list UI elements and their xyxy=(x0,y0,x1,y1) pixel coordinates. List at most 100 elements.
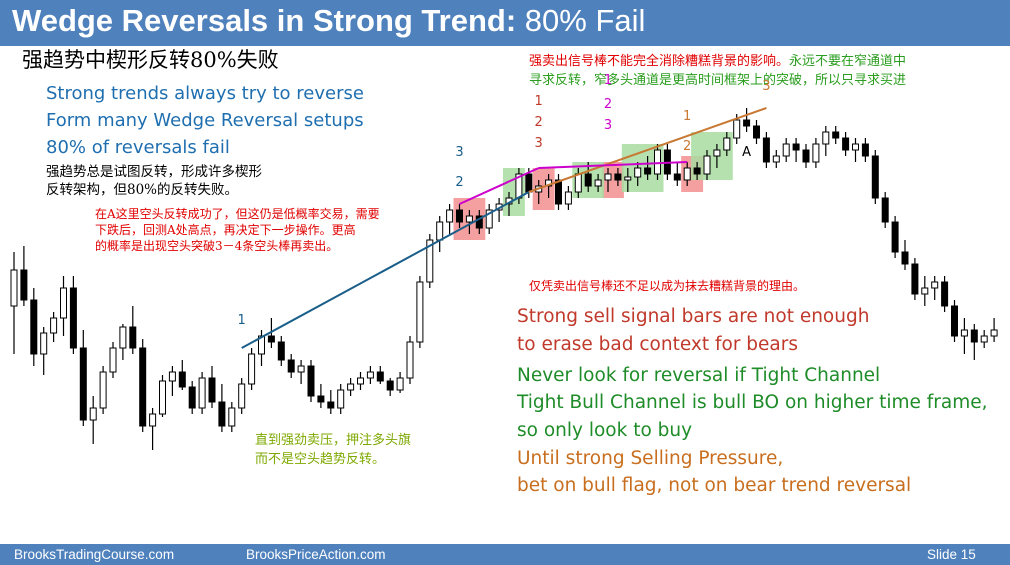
slide-number: Slide 15 xyxy=(927,547,976,562)
top-right-note-line-1: 强卖出信号棒不能完全消除糟糕背景的影响。永远不要在窄通道中 xyxy=(529,52,906,71)
top-right-red-part: 强卖出信号棒不能完全消除糟糕背景的影响。 xyxy=(529,54,790,69)
candle-body xyxy=(644,167,652,175)
candle-body xyxy=(119,326,127,349)
candle-body xyxy=(673,173,681,181)
candle-body xyxy=(89,407,97,421)
candle-body xyxy=(683,167,691,181)
wedge-count-label: 2 xyxy=(455,175,463,190)
candle-body xyxy=(970,329,978,343)
candle-body xyxy=(951,305,958,337)
candle-body xyxy=(20,269,28,301)
candle-body xyxy=(50,317,58,334)
wedge-count-label: 2 xyxy=(535,115,543,130)
candle-body xyxy=(753,125,760,139)
black-note-zh-2: 反转架构，但80%的反转失败。 xyxy=(46,182,239,198)
candle-body xyxy=(614,173,622,181)
candle-body xyxy=(327,401,335,409)
en-line-4: Tight Bull Channel is bull BO on higher … xyxy=(517,392,988,413)
candle-body xyxy=(921,287,929,295)
candle-body xyxy=(366,371,374,379)
candle-body xyxy=(267,335,275,343)
wedge-count-label: 2 xyxy=(604,97,612,112)
candle-body xyxy=(931,281,939,289)
candle-body xyxy=(446,209,454,223)
candle-body xyxy=(406,341,414,379)
wedge-count-label: A xyxy=(742,145,751,160)
candle-body xyxy=(416,281,424,343)
top-right-note-line-2: 寻求反转，窄多头通道是更高时间框架上的突破，所以只寻求买进 xyxy=(529,73,907,88)
candle-body xyxy=(317,395,325,403)
title-bold-part: Wedge Reversals in Strong Trend: xyxy=(12,3,517,38)
wedge-trendline-magenta xyxy=(459,167,540,205)
wedge-count-label: 1 xyxy=(604,73,612,88)
candle-body xyxy=(465,215,473,223)
candle-body xyxy=(654,149,661,175)
candle-body xyxy=(980,335,988,343)
candle-body xyxy=(861,143,869,157)
candle-body xyxy=(357,377,364,385)
candle-body xyxy=(475,215,483,229)
candle-body xyxy=(347,383,355,391)
candle-body xyxy=(812,143,820,163)
candle-body xyxy=(168,371,176,382)
candle-body xyxy=(713,149,721,157)
candle-body xyxy=(297,365,305,373)
en-line-5: so only look to buy xyxy=(517,420,693,441)
candle-body xyxy=(832,131,840,139)
candle-body xyxy=(238,383,246,409)
candle-body xyxy=(396,377,404,391)
candle-body xyxy=(109,347,117,373)
candle-body xyxy=(287,359,295,373)
wedge-count-label: 1 xyxy=(238,313,246,328)
olive-note-zh-2: 而不是空头趋势反转。 xyxy=(255,452,386,467)
candle-body xyxy=(871,155,879,199)
blue-note-line-2: Form many Wedge Reversal setups xyxy=(46,110,364,131)
candle-body xyxy=(634,167,642,178)
candle-body xyxy=(733,119,741,139)
candle-body xyxy=(277,341,285,361)
candle-body xyxy=(693,167,701,175)
wedge-count-label: 3 xyxy=(455,145,463,160)
slide-title: Wedge Reversals in Strong Trend: 80% Fai… xyxy=(12,3,645,39)
en-line-6: Until strong Selling Pressure, xyxy=(517,448,784,469)
candle-body xyxy=(743,119,751,127)
wedge-count-label: 3 xyxy=(604,118,612,133)
candle-body xyxy=(139,347,147,427)
candle-body xyxy=(852,143,859,151)
candle-body xyxy=(574,173,582,193)
candle-body xyxy=(624,176,632,181)
en-line-1: Strong sell signal bars are not enough xyxy=(517,306,870,327)
candle-body xyxy=(436,221,444,241)
candle-body xyxy=(30,299,38,355)
candle-body xyxy=(941,281,949,307)
title-bar: Wedge Reversals in Strong Trend: 80% Fai… xyxy=(0,0,1010,46)
blue-note-line-1: Strong trends always try to reverse xyxy=(46,83,364,104)
wedge-count-label: 1 xyxy=(535,94,543,109)
candle-body xyxy=(762,137,770,163)
candle-body xyxy=(842,137,850,151)
chinese-title: 强趋势中楔形反转80%失败 xyxy=(22,48,279,72)
candle-body xyxy=(79,347,87,421)
candle-body xyxy=(198,377,206,409)
wedge-trendline-orange xyxy=(528,107,767,193)
wedge-trendline-blue xyxy=(241,191,530,349)
candle-body xyxy=(802,149,810,163)
candle-body xyxy=(178,371,186,388)
candle-body xyxy=(772,155,780,163)
candle-body xyxy=(376,371,384,382)
mid-red-note-zh: 仅凭卖出信号棒还不足以成为抹去糟糕背景的理由。 xyxy=(529,279,806,293)
en-line-3: Never look for reversal if Tight Channel xyxy=(517,365,881,386)
candle-body xyxy=(99,371,107,409)
candle-body xyxy=(881,197,889,223)
candle-body xyxy=(782,143,790,157)
candle-body xyxy=(485,209,493,229)
candle-body xyxy=(258,335,265,355)
candle-body xyxy=(307,365,315,397)
en-line-7: bet on bull flag, not on bear trend reve… xyxy=(517,475,912,496)
en-line-2: to erase bad context for bears xyxy=(517,334,799,355)
candle-body xyxy=(159,380,166,415)
footer-site-1: BrooksTradingCourse.com xyxy=(14,547,175,562)
candle-body xyxy=(426,239,434,283)
candle-body xyxy=(792,143,800,151)
